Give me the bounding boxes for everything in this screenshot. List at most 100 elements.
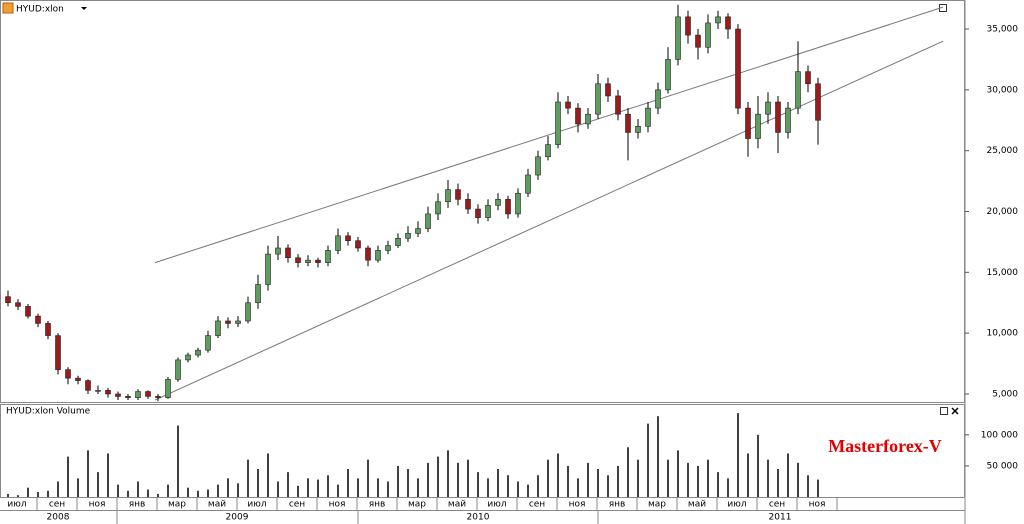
month-label: сен	[529, 500, 545, 510]
month-label: май	[688, 500, 706, 510]
candle-body	[635, 126, 641, 133]
candle-body	[235, 320, 241, 324]
candle-body	[685, 16, 691, 36]
volume-bar	[577, 478, 579, 497]
y-tick-label: 50 000	[987, 461, 1019, 471]
volume-bar	[397, 465, 399, 497]
candle-body	[655, 89, 661, 109]
candle-body	[675, 16, 681, 60]
month-label: ноя	[329, 500, 346, 510]
volume-bar	[497, 469, 499, 497]
volume-bar	[227, 478, 229, 497]
candle-body	[305, 259, 311, 263]
volume-bar	[257, 469, 259, 497]
volume-bar	[617, 465, 619, 497]
volume-bar	[367, 459, 369, 497]
volume-bar	[607, 475, 609, 497]
candle-body	[395, 237, 401, 246]
volume-bar	[747, 453, 749, 497]
watermark: Masterforex-V	[828, 436, 942, 456]
candle-body	[605, 83, 611, 97]
volume-bar	[77, 478, 79, 497]
volume-bar	[727, 478, 729, 497]
volume-bar	[177, 425, 179, 497]
volume-bar	[667, 459, 669, 497]
candle-body	[65, 369, 71, 379]
volume-bar	[467, 459, 469, 497]
symbol-icon[interactable]	[2, 2, 14, 14]
candle-body	[125, 396, 131, 398]
price-title[interactable]: HYUD:xlon	[16, 5, 64, 15]
volume-bar	[267, 453, 269, 497]
volume-bar	[567, 465, 569, 497]
volume-bar	[237, 483, 239, 497]
volume-bar	[457, 462, 459, 497]
candle-body	[515, 192, 521, 215]
candle-body	[375, 250, 381, 261]
y-tick-label: 35,000	[987, 25, 1019, 35]
volume-bar	[7, 493, 9, 497]
candle-body	[405, 233, 411, 239]
volume-bar	[57, 481, 59, 497]
candle-body	[355, 240, 361, 249]
candle-body	[325, 250, 331, 263]
volume-bar	[137, 481, 139, 497]
month-label: май	[208, 500, 226, 510]
volume-bar	[817, 479, 819, 497]
y-tick-label: 100 000	[981, 430, 1018, 440]
candle-body	[525, 174, 531, 194]
candle-body	[725, 16, 731, 30]
volume-bar	[787, 453, 789, 497]
candle-body	[575, 107, 581, 125]
y-tick-label: 5,000	[992, 389, 1018, 399]
candle-body	[15, 302, 21, 307]
volume-bar	[407, 469, 409, 497]
candle-body	[255, 284, 261, 304]
volume-bar	[687, 462, 689, 497]
dropdown-arrow[interactable]	[81, 7, 87, 10]
month-label: мар	[168, 500, 186, 510]
volume-bar	[97, 472, 99, 497]
volume-bar	[737, 413, 739, 497]
candle-body	[25, 306, 31, 317]
year-label: 2010	[467, 513, 490, 523]
volume-bar	[217, 484, 219, 497]
volume-bar	[117, 484, 119, 497]
volume-bar	[527, 484, 529, 497]
candle-body	[625, 113, 631, 133]
volume-bar	[107, 453, 109, 497]
volume-bar	[357, 478, 359, 497]
candle-body	[715, 16, 721, 24]
volume-bar	[87, 450, 89, 497]
candle-body	[755, 113, 761, 139]
month-label: мар	[648, 500, 666, 510]
volume-bar	[427, 462, 429, 497]
volume-bar	[487, 478, 489, 497]
candle-body	[585, 113, 591, 125]
y-tick-label: 20,000	[987, 207, 1019, 217]
month-label: июл	[487, 500, 506, 510]
candle-body	[425, 213, 431, 229]
volume-bar	[717, 472, 719, 497]
maximize-button[interactable]	[940, 407, 948, 415]
candle-body	[555, 101, 561, 145]
candle-body	[95, 390, 101, 392]
candle-body	[295, 257, 301, 263]
month-label: янв	[609, 500, 626, 510]
candle-body	[615, 95, 621, 115]
volume-bar	[677, 450, 679, 497]
month-label: янв	[129, 500, 146, 510]
month-label: мар	[408, 500, 426, 510]
close-button[interactable]	[951, 407, 959, 415]
volume-bar	[317, 479, 319, 497]
candle-body	[445, 189, 451, 203]
volume-bar	[187, 487, 189, 497]
month-label: май	[448, 500, 466, 510]
volume-bar	[647, 423, 649, 497]
candle-body	[565, 101, 571, 109]
volume-bar	[477, 472, 479, 497]
month-label: июл	[247, 500, 266, 510]
volume-bar	[587, 462, 589, 497]
volume-bar	[517, 481, 519, 497]
